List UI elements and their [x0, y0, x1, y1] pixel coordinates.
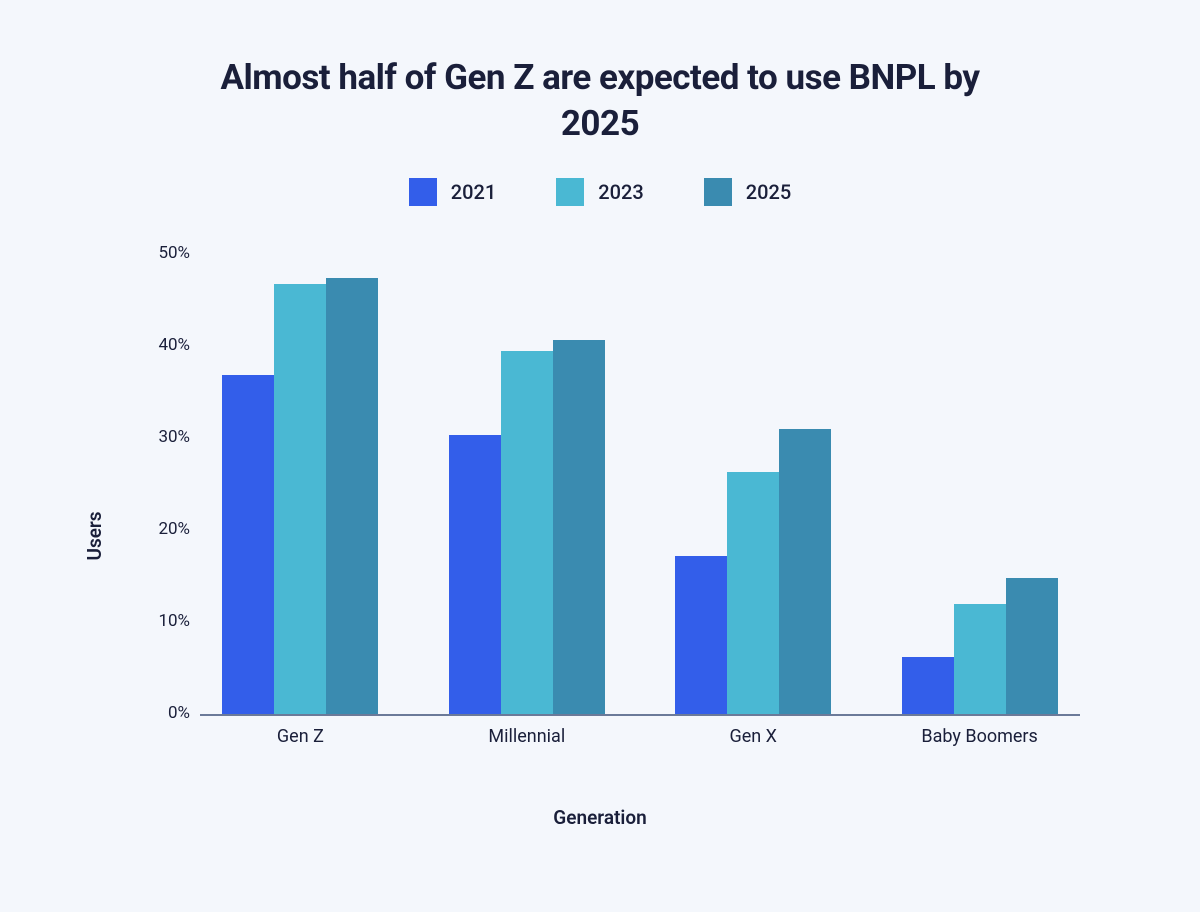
legend-swatch — [409, 178, 437, 206]
chart-title: Almost half of Gen Z are expected to use… — [210, 55, 990, 146]
bar-group — [675, 429, 831, 714]
bar — [954, 604, 1006, 714]
bar-group — [449, 340, 605, 714]
bar — [675, 556, 727, 714]
legend-label: 2021 — [451, 180, 496, 204]
y-tick-label: 50% — [140, 243, 190, 263]
bar — [222, 375, 274, 714]
y-tick-label: 30% — [140, 427, 190, 447]
legend-label: 2023 — [598, 180, 643, 204]
legend-label: 2025 — [746, 180, 791, 204]
legend-swatch — [556, 178, 584, 206]
legend-item: 2021 — [409, 178, 496, 206]
plot-area: 0%10%20%30%40%50%Gen ZMillennialGen XBab… — [200, 256, 1080, 716]
x-tick-label: Gen X — [729, 726, 777, 747]
y-tick-label: 10% — [140, 611, 190, 631]
bar — [1006, 578, 1058, 714]
x-tick-label: Baby Boomers — [921, 726, 1037, 747]
bar-group — [902, 578, 1058, 714]
y-tick-label: 0% — [140, 703, 190, 723]
bar — [449, 435, 501, 714]
bar — [274, 284, 326, 714]
y-tick-label: 40% — [140, 335, 190, 355]
bar-group — [222, 278, 378, 714]
x-axis-label: Generation — [553, 806, 646, 829]
bar — [779, 429, 831, 714]
bar — [501, 351, 553, 714]
x-tick-label: Millennial — [488, 726, 565, 747]
chart-area: Users 0%10%20%30%40%50%Gen ZMillennialGe… — [100, 256, 1100, 816]
bar — [553, 340, 605, 714]
y-tick-label: 20% — [140, 519, 190, 539]
legend-item: 2025 — [704, 178, 791, 206]
y-axis-label: Users — [83, 511, 106, 560]
bar — [727, 472, 779, 714]
legend: 2021 2023 2025 — [409, 178, 791, 206]
bar — [326, 278, 378, 714]
legend-item: 2023 — [556, 178, 643, 206]
legend-swatch — [704, 178, 732, 206]
x-tick-label: Gen Z — [277, 726, 324, 747]
bar — [902, 657, 954, 714]
chart-container: Almost half of Gen Z are expected to use… — [0, 0, 1200, 912]
